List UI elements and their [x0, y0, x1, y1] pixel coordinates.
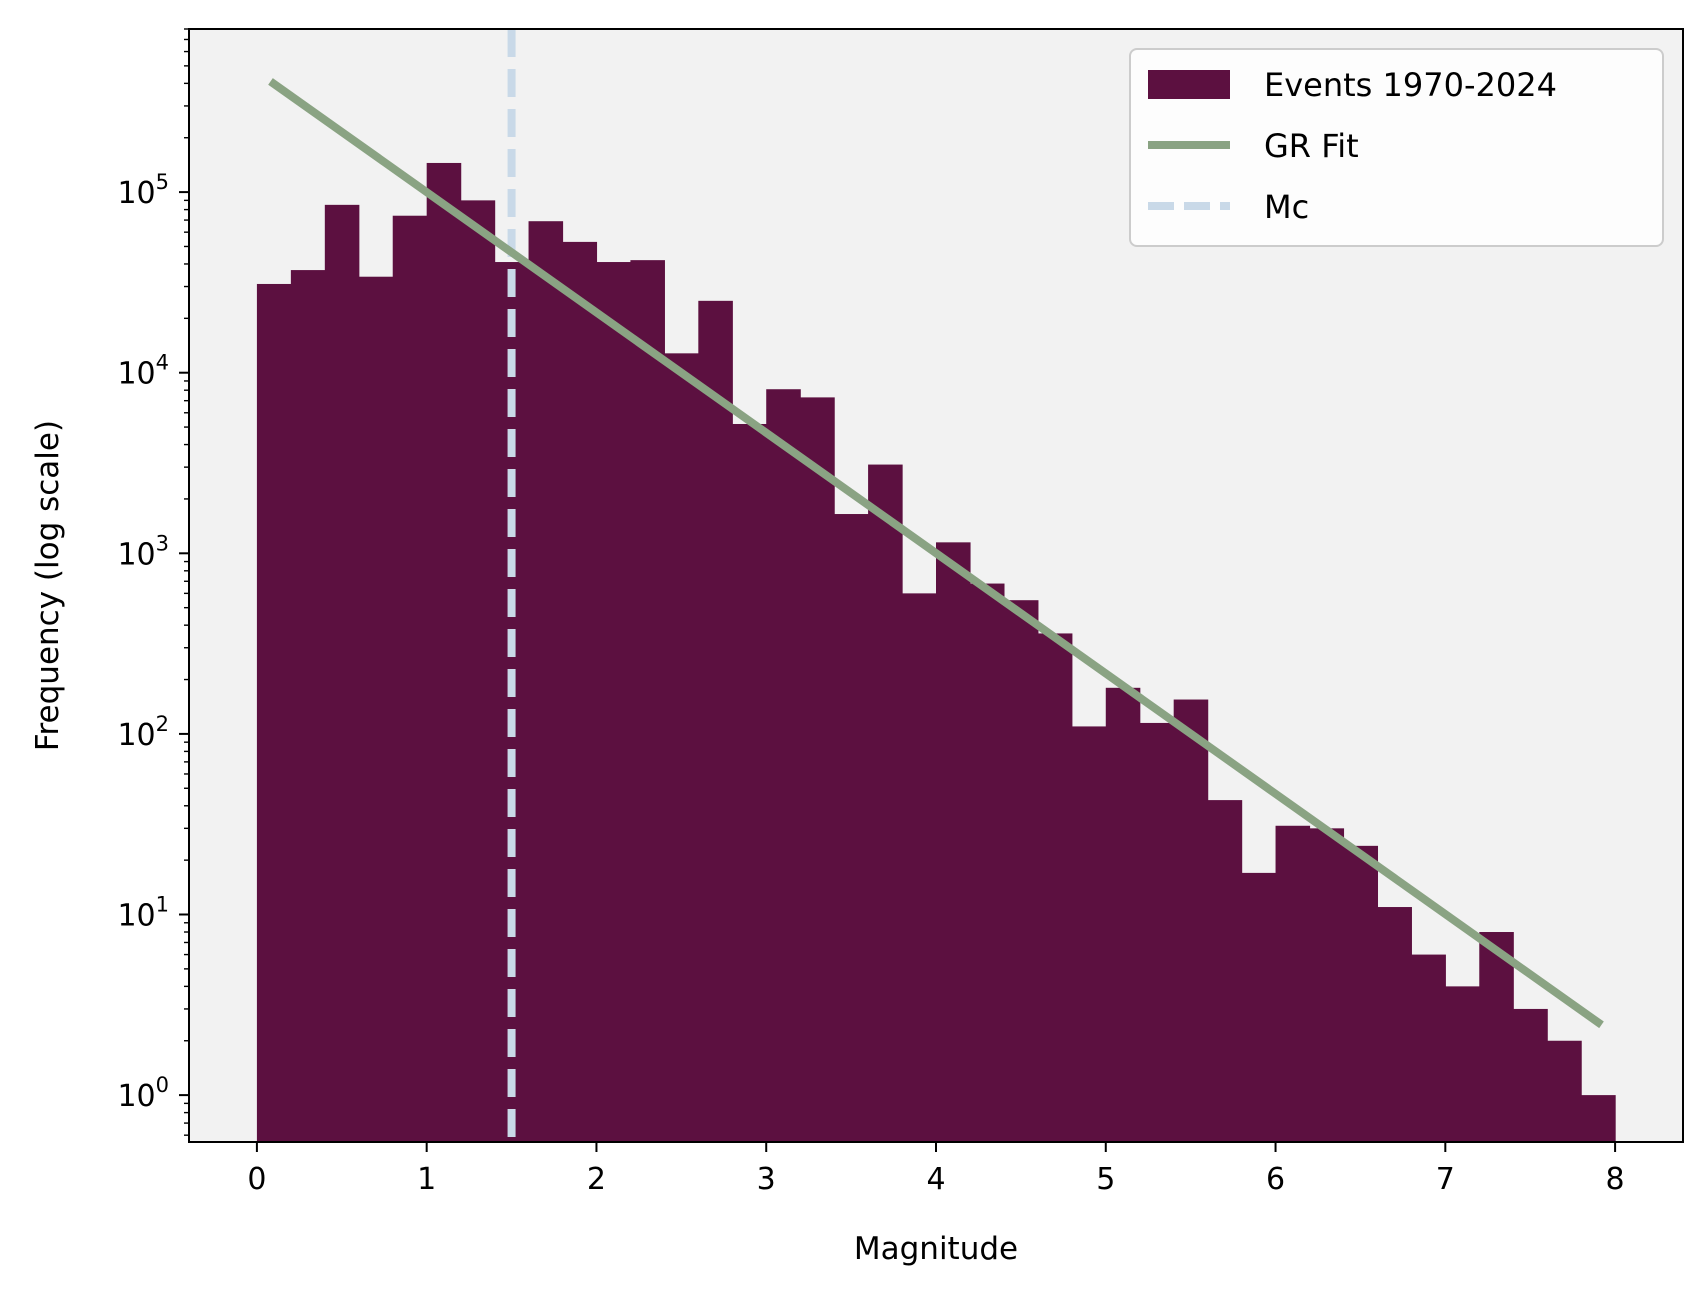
gr-fit-group [268, 78, 1604, 1029]
y-axis: 100 101 102 103 104 105 [117, 28, 189, 1136]
y-tick-label: 104 [117, 351, 169, 392]
histogram-bar [1139, 722, 1175, 1142]
histogram-bar [936, 542, 971, 1142]
histogram-bar [460, 200, 496, 1142]
legend-swatch-events [1148, 70, 1230, 99]
histogram-bar [528, 221, 564, 1143]
x-axis: 0 1 2 3 4 5 6 7 8 [247, 1142, 1625, 1197]
histogram-bar [1241, 872, 1277, 1142]
histogram-bar [1105, 687, 1141, 1142]
x-tick-label: 3 [757, 1162, 776, 1197]
legend-label-mc: Mc [1264, 188, 1309, 226]
histogram-bar [902, 593, 937, 1142]
histogram-bar [1003, 600, 1039, 1142]
gr-fit-line [268, 78, 1604, 1029]
histogram-bar [1071, 726, 1107, 1142]
legend-label-gr-fit: GR Fit [1264, 127, 1359, 165]
histogram-bar [358, 276, 394, 1142]
x-tick-label: 8 [1606, 1162, 1625, 1197]
x-tick-label: 4 [926, 1162, 945, 1197]
x-tick-label: 5 [1096, 1162, 1115, 1197]
x-tick-label: 6 [1266, 1162, 1285, 1197]
histogram-bar [1377, 907, 1412, 1142]
histogram-bar [630, 260, 665, 1142]
histogram-bar [766, 389, 801, 1142]
histogram-bar [392, 215, 428, 1142]
histogram-bar [1547, 1040, 1582, 1142]
histogram-bar [969, 583, 1005, 1142]
histogram-bar [800, 397, 835, 1142]
histogram-bar [562, 241, 598, 1143]
histogram-bar [1513, 1008, 1548, 1142]
x-tick-label: 0 [247, 1162, 266, 1197]
histogram-bar [596, 262, 632, 1142]
x-tick-label: 1 [417, 1162, 436, 1197]
y-tick-label: 105 [117, 170, 169, 211]
histogram-bar [290, 270, 326, 1142]
y-axis-label: Frequency (log scale) [30, 420, 66, 751]
histogram-bar [1479, 932, 1514, 1142]
histogram-bar [324, 204, 360, 1142]
histogram-bars [256, 162, 1616, 1143]
legend-box [1129, 48, 1664, 247]
histogram-bar [1309, 828, 1345, 1142]
histogram-bar [1207, 800, 1243, 1142]
histogram-bar [1445, 986, 1480, 1142]
histogram-bar [698, 300, 733, 1142]
histogram-bar [664, 353, 699, 1143]
histogram-bar [1275, 825, 1311, 1142]
histogram-bar [256, 283, 292, 1142]
histogram-bar [868, 464, 903, 1142]
x-axis-label: Magnitude [854, 1231, 1018, 1267]
histogram-bar [426, 162, 462, 1143]
histogram-bar [732, 423, 767, 1142]
legend: Events 1970-2024 GR Fit Mc [1129, 48, 1664, 247]
histogram-bar [1037, 633, 1073, 1142]
y-tick-label: 101 [117, 893, 169, 934]
histogram-bar [834, 514, 869, 1142]
x-tick-label: 7 [1436, 1162, 1455, 1197]
y-tick-label: 103 [117, 531, 169, 572]
legend-label-events: Events 1970-2024 [1264, 66, 1557, 104]
histogram-bar [1411, 954, 1446, 1142]
histogram-bar [1581, 1095, 1616, 1142]
y-tick-label: 102 [117, 712, 169, 753]
histogram-bar [1343, 845, 1379, 1142]
y-tick-label: 100 [117, 1073, 169, 1114]
histogram-bar [1173, 699, 1209, 1142]
x-tick-label: 2 [587, 1162, 606, 1197]
